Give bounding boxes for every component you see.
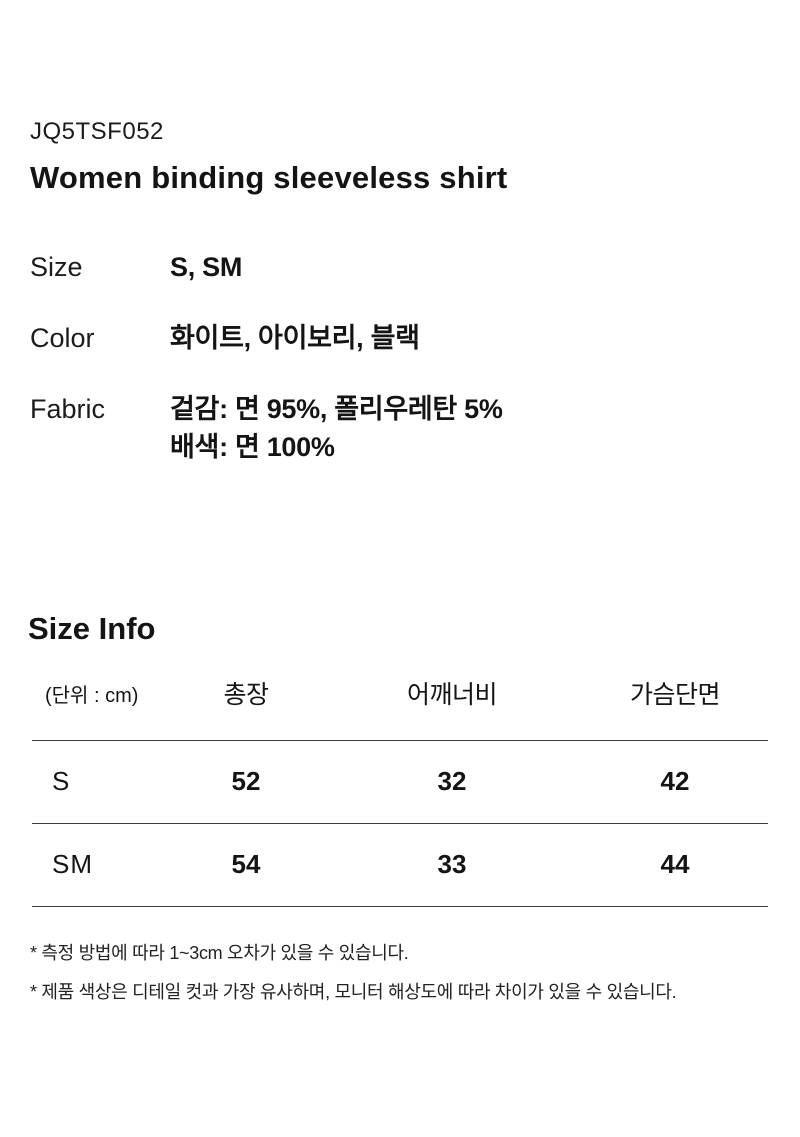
footnotes: * 측정 방법에 따라 1~3cm 오차가 있을 수 있습니다. * 제품 색상… — [30, 942, 800, 1003]
footnote-color: * 제품 색상은 디테일 컷과 가장 유사하며, 모니터 해상도에 따라 차이가… — [30, 981, 677, 1002]
spec-value-size: S, SM — [170, 252, 243, 282]
table-header-shoulder-width: 어깨너비 — [406, 681, 498, 710]
size-name-s: S — [52, 766, 71, 796]
spec-label-fabric: Fabric — [30, 394, 106, 424]
s-chest-width: 42 — [660, 766, 690, 796]
sm-chest-width: 44 — [660, 849, 690, 879]
size-table-row-s: S 52 32 42 — [32, 740, 768, 823]
product-specs: Size S, SM Color 화이트, 아이보리, 블랙 Fabric 겉감… — [30, 251, 800, 466]
spec-row-color: Color 화이트, 아이보리, 블랙 — [30, 322, 800, 357]
spec-row-size: Size S, SM — [30, 251, 800, 286]
size-table: (단위 : cm) 총장 어깨너비 가슴단면 S 52 32 42 SM 54 … — [32, 647, 768, 907]
product-code: JQ5TSF052 — [30, 118, 164, 145]
size-info-heading: Size Info — [28, 611, 156, 646]
table-header-unit: (단위 : cm) — [45, 684, 139, 707]
product-title: Women binding sleeveless shirt — [30, 160, 508, 195]
fabric-outer-line: 겉감: 면 95%, 폴리우레탄 5% — [170, 394, 503, 424]
spec-value-color: 화이트, 아이보리, 블랙 — [170, 323, 420, 353]
s-shoulder-width: 32 — [437, 766, 467, 796]
sm-shoulder-width: 33 — [437, 849, 467, 879]
spec-label-color: Color — [30, 323, 95, 353]
fabric-contrast-line: 배색: 면 100% — [170, 432, 335, 462]
size-table-row-sm: SM 54 33 44 — [32, 823, 768, 906]
table-header-chest-width: 가슴단면 — [629, 681, 721, 710]
s-total-length: 52 — [231, 766, 261, 796]
size-name-sm: SM — [52, 849, 93, 879]
spec-value-fabric: 겉감: 면 95%, 폴리우레탄 5% 배색: 면 100% — [170, 390, 503, 466]
sm-total-length: 54 — [231, 849, 261, 879]
spec-row-fabric: Fabric 겉감: 면 95%, 폴리우레탄 5% 배색: 면 100% — [30, 393, 800, 466]
size-table-header-row: (단위 : cm) 총장 어깨너비 가슴단면 — [32, 647, 768, 740]
footnote-measurement: * 측정 방법에 따라 1~3cm 오차가 있을 수 있습니다. — [30, 942, 409, 963]
table-header-total-length: 총장 — [223, 681, 269, 710]
spec-label-size: Size — [30, 252, 83, 282]
